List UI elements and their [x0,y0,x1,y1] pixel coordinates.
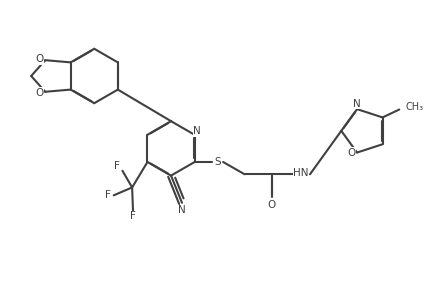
Text: O: O [268,200,276,210]
Text: HN: HN [293,168,309,177]
Text: O: O [35,54,44,64]
Text: O: O [348,147,356,158]
Text: S: S [214,157,221,167]
Text: O: O [35,88,44,98]
Text: F: F [130,211,136,221]
Text: F: F [114,161,120,171]
Text: N: N [353,99,361,109]
Text: F: F [105,190,111,200]
Text: N: N [178,205,186,215]
Text: N: N [193,126,201,136]
Text: CH₃: CH₃ [406,102,424,112]
